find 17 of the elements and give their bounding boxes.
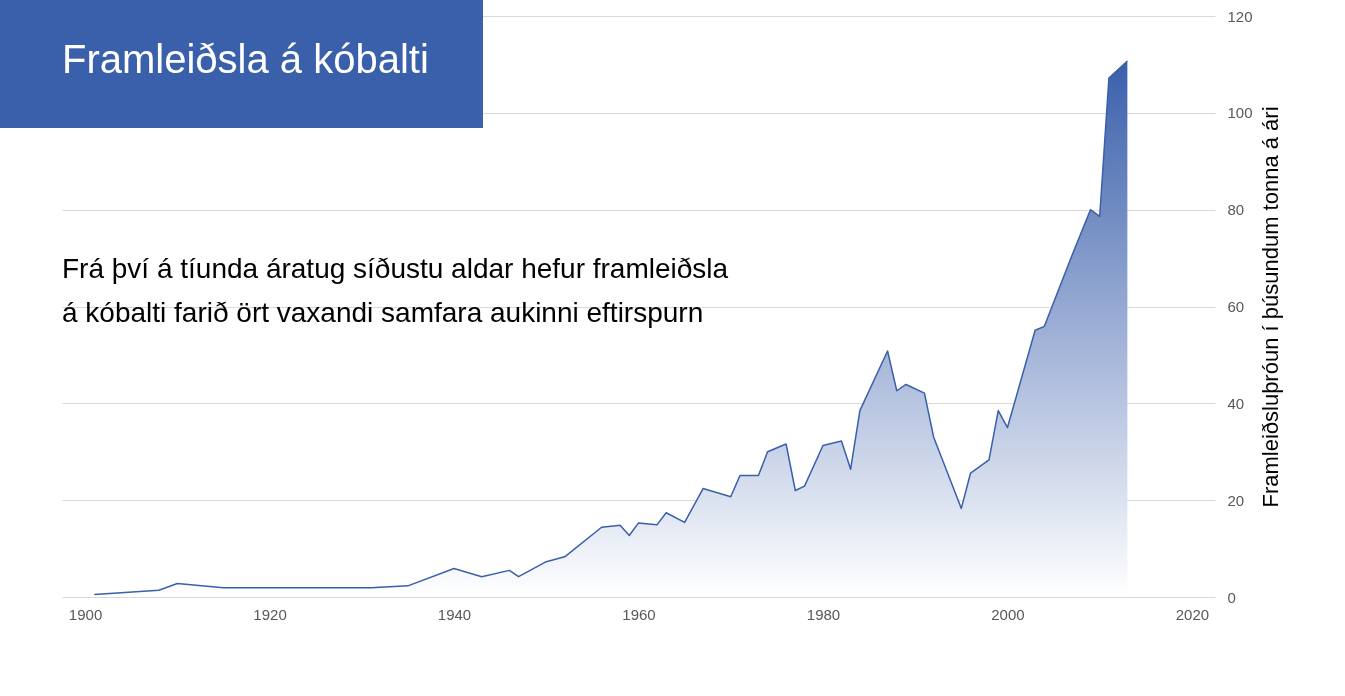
y-tick-label: 80 bbox=[1227, 201, 1245, 219]
x-tick-label: 1920 bbox=[253, 605, 287, 623]
y-tick-label: 0 bbox=[1227, 588, 1236, 606]
y-tick-label: 20 bbox=[1227, 491, 1245, 509]
x-tick-label: 1940 bbox=[437, 605, 472, 623]
y-tick-label: 120 bbox=[1227, 7, 1253, 25]
text: Framleiðsla á kóbalti bbox=[62, 37, 429, 81]
text: Frá því á tíunda áratug síðustu aldar hefur framleiðsla á kóbalti farið ört vaxandi samfara aukinni eftirspurn bbox=[62, 253, 729, 328]
y-tick-label: 60 bbox=[1227, 298, 1245, 315]
x-tick-label: 1960 bbox=[622, 605, 656, 623]
y-tick-label: 100 bbox=[1227, 104, 1253, 122]
y-axis-title: Framleiðsluþróun í þúsundum tonna á ári bbox=[1257, 106, 1283, 508]
x-tick-label: 1900 bbox=[68, 605, 103, 623]
x-tick-label: 1980 bbox=[806, 605, 841, 623]
x-tick-label: 2000 bbox=[991, 605, 1025, 623]
x-tick-label: 2020 bbox=[1175, 605, 1210, 623]
y-tick-label: 40 bbox=[1227, 394, 1245, 412]
